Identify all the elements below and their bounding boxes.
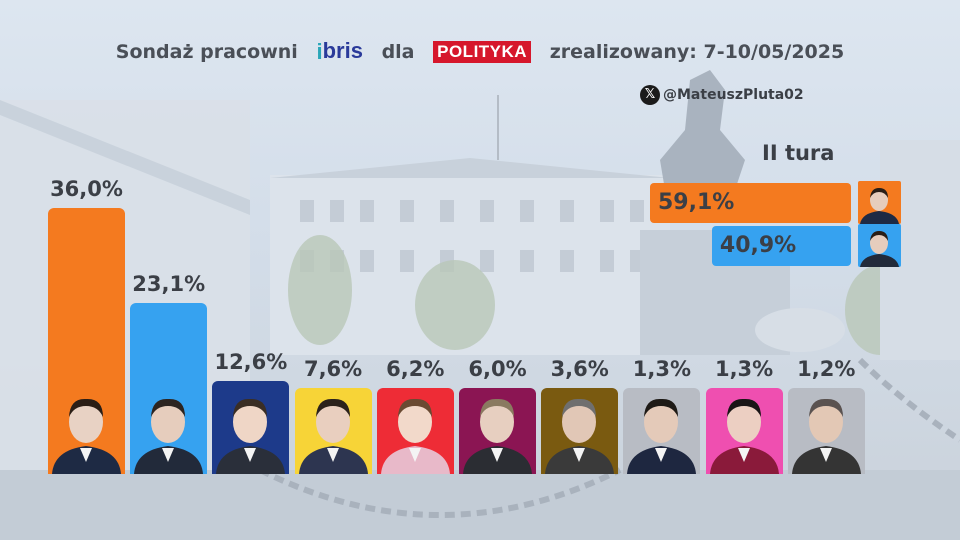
- polityka-logo: POLITYKA: [433, 40, 532, 63]
- candidate-photo-2: [134, 398, 204, 474]
- candidate-photo-1: [52, 398, 121, 474]
- second-round-label-2: 40,9%: [719, 233, 797, 258]
- bar-label-6: 6,0%: [468, 357, 527, 381]
- ibris-logo: ibris: [316, 38, 363, 65]
- bar-7: [541, 388, 619, 474]
- bar-4: [294, 388, 372, 474]
- bar-1: [48, 208, 125, 474]
- candidate-photo-5: [380, 398, 450, 474]
- bar-label-1: 36,0%: [50, 177, 123, 201]
- candidate-photo-9: [709, 398, 779, 474]
- second-round-label: II tura: [762, 141, 835, 165]
- candidate-photo-8: [627, 398, 697, 474]
- title-middle: dla: [381, 40, 415, 63]
- title-prefix: Sondaż pracowni: [115, 40, 298, 63]
- second-round-photo-1: [858, 181, 901, 224]
- bar-3: [212, 380, 290, 474]
- bar-label-2: 23,1%: [132, 272, 206, 297]
- bar-6: [459, 388, 536, 474]
- author-handle: 𝕏 @MateuszPluta02: [640, 85, 804, 105]
- candidate-photo-3: [216, 398, 286, 474]
- chart-title: Sondaż pracowni ibris dla POLITYKA zreal…: [0, 38, 960, 65]
- candidate-photo-6: [463, 398, 532, 474]
- bar-2: [130, 303, 208, 474]
- bar-10: [787, 388, 865, 474]
- second-round-bar-1: [650, 183, 851, 223]
- bar-label-8: 1,3%: [632, 357, 692, 381]
- bar-9: [705, 388, 783, 474]
- candidate-photo-10: [791, 398, 861, 474]
- bar-label-9: 1,3%: [714, 357, 774, 381]
- second-round-bar-2: [711, 226, 851, 266]
- author-handle-text: @MateuszPluta02: [663, 87, 804, 103]
- candidate-photo-7: [545, 398, 615, 474]
- bar-8: [623, 388, 701, 474]
- bar-label-3: 12,6%: [214, 349, 288, 374]
- bar-label-10: 1,2%: [797, 357, 856, 381]
- x-logo-icon: 𝕏: [640, 85, 660, 105]
- bar-label-7: 3,6%: [550, 357, 609, 381]
- second-round-photo-2: [858, 224, 901, 267]
- title-suffix: zrealizowany: 7-10/05/2025: [549, 40, 845, 63]
- candidate-photo-4: [298, 398, 368, 474]
- bar-label-4: 7,6%: [303, 357, 363, 381]
- bar-5: [376, 388, 454, 474]
- second-round-label-1: 59,1%: [658, 190, 735, 215]
- bar-label-5: 6,2%: [386, 357, 445, 381]
